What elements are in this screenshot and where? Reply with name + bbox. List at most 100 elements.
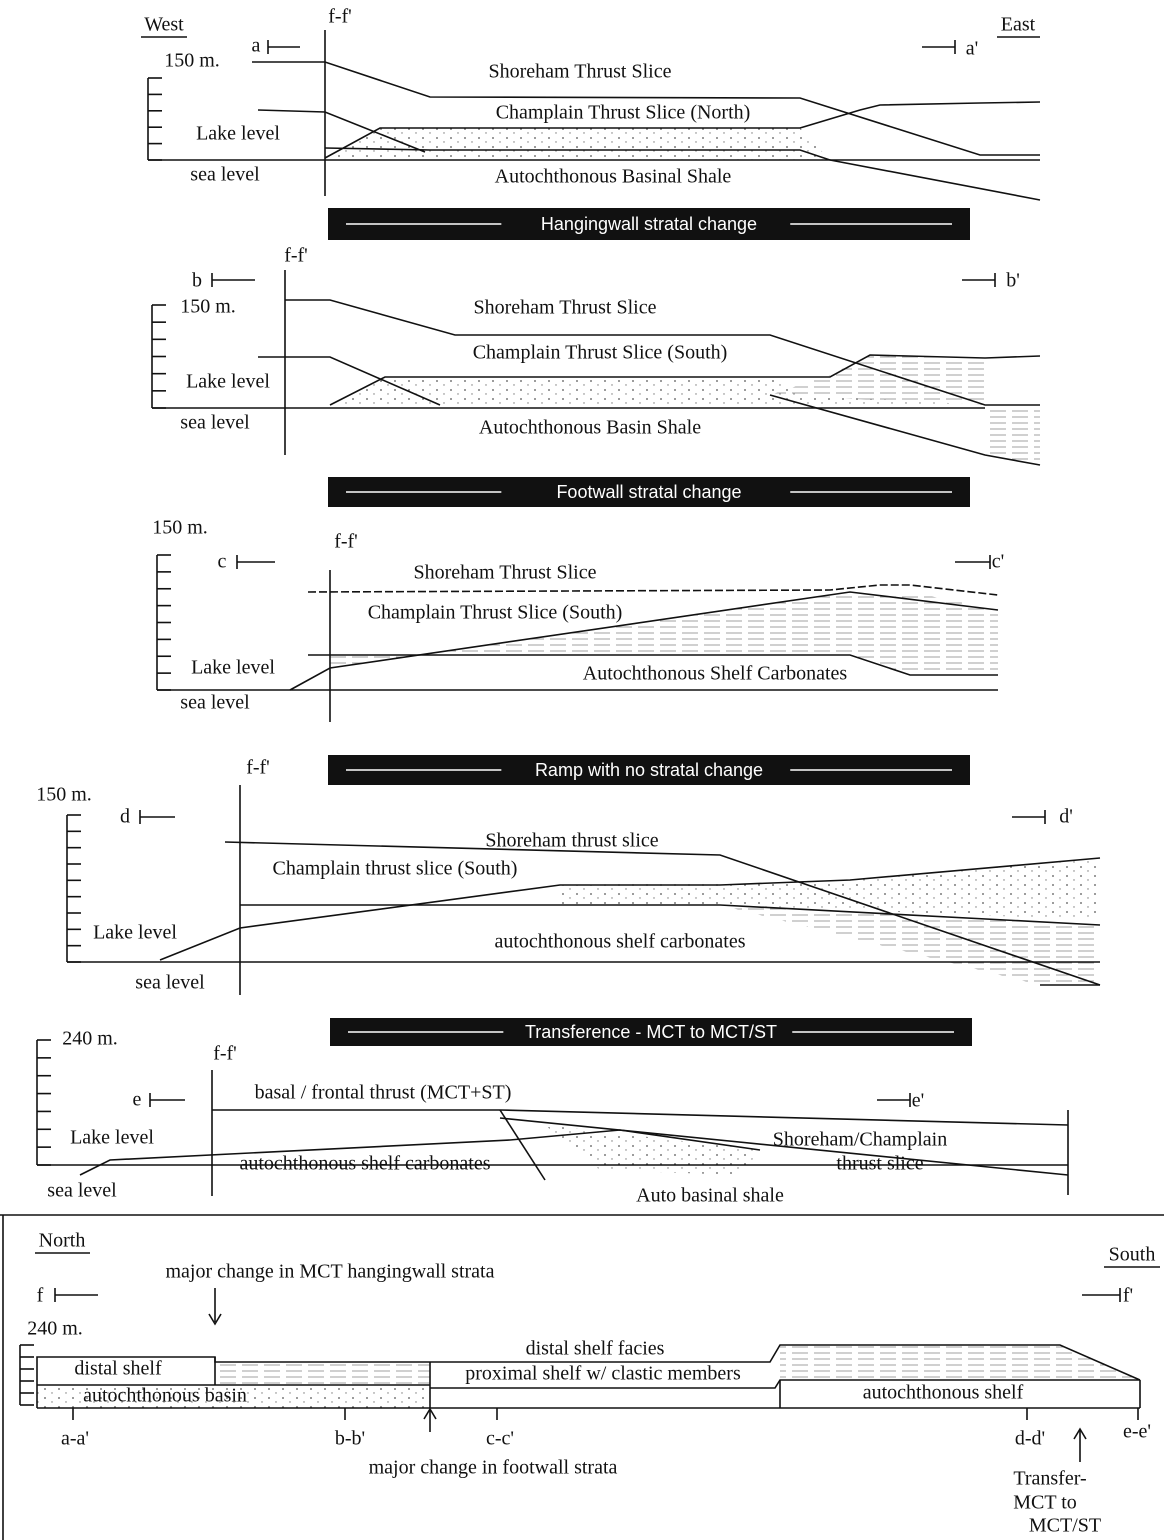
thrust bbox=[257, 109, 426, 153]
arrow-head bbox=[1073, 1427, 1087, 1440]
label: Lake level bbox=[191, 657, 275, 679]
label: Champlain Thrust Slice (South) bbox=[368, 602, 623, 624]
boundary bbox=[324, 101, 1041, 159]
direction-label: North bbox=[39, 1230, 86, 1252]
label: Lake level bbox=[186, 371, 270, 393]
label: Shoreham thrust slice bbox=[485, 830, 658, 852]
section-end: d' bbox=[1059, 806, 1073, 828]
boundary bbox=[430, 1379, 1140, 1389]
label: Lake level bbox=[93, 922, 177, 944]
fault-label: f-f' bbox=[328, 6, 352, 28]
thrust bbox=[252, 61, 1040, 156]
station-label: a-a' bbox=[61, 1428, 89, 1450]
label: autochthonous shelf carbonates bbox=[239, 1153, 490, 1175]
section-start: c bbox=[218, 551, 227, 573]
label: distal shelf facies bbox=[526, 1338, 665, 1360]
station-label: e-e' bbox=[1123, 1421, 1151, 1443]
station-label: d-d' bbox=[1015, 1428, 1045, 1450]
label: MCT to bbox=[1013, 1492, 1077, 1514]
fill bbox=[720, 905, 1100, 985]
banner-text: Transference - MCT to MCT/ST bbox=[525, 1022, 777, 1042]
label: sea level bbox=[47, 1180, 117, 1202]
thrust bbox=[499, 1109, 546, 1181]
label: thrust slice bbox=[836, 1153, 923, 1175]
boundary bbox=[289, 591, 999, 691]
label: Lake level bbox=[70, 1127, 154, 1149]
label: Autochthonous Basinal Shale bbox=[495, 166, 732, 188]
boundary bbox=[329, 354, 1041, 406]
label: autochthonous shelf carbonates bbox=[494, 931, 745, 953]
label: distal shelf bbox=[74, 1358, 162, 1380]
direction-label: West bbox=[144, 14, 184, 36]
label: Autochthonous Basin Shale bbox=[479, 417, 701, 439]
banner-text: Hangingwall stratal change bbox=[541, 214, 757, 234]
fill bbox=[215, 1362, 430, 1385]
fill bbox=[325, 128, 830, 160]
thrust bbox=[224, 841, 1101, 986]
label: sea level bbox=[135, 972, 205, 994]
boundary bbox=[308, 654, 998, 676]
fill bbox=[37, 1385, 430, 1408]
scale-label: 240 m. bbox=[27, 1318, 83, 1340]
section-start: d bbox=[120, 806, 130, 828]
label: Champlain thrust slice (South) bbox=[273, 858, 518, 880]
fill bbox=[770, 355, 985, 405]
section-end: e' bbox=[912, 1090, 924, 1112]
thrust bbox=[307, 584, 999, 596]
label: Lake level bbox=[196, 123, 280, 145]
boundary bbox=[159, 857, 1101, 961]
label: sea level bbox=[180, 692, 250, 714]
section-start: b bbox=[192, 270, 202, 292]
thrust bbox=[769, 394, 1041, 466]
label: sea level bbox=[180, 412, 250, 434]
section-start: a bbox=[252, 35, 261, 57]
label: autochthonous shelf bbox=[863, 1382, 1024, 1404]
boundary bbox=[240, 904, 1101, 926]
section-end: c' bbox=[992, 551, 1004, 573]
thrust bbox=[285, 299, 1040, 406]
fill bbox=[780, 1345, 1140, 1380]
fault-label: f-f' bbox=[213, 1043, 237, 1065]
banner-text: Footwall stratal change bbox=[556, 482, 741, 502]
banner-text: Ramp with no stratal change bbox=[535, 760, 763, 780]
label: Champlain Thrust Slice (North) bbox=[496, 102, 751, 124]
direction-label: East bbox=[1001, 14, 1036, 36]
direction-label: South bbox=[1109, 1244, 1156, 1266]
scale-label: 150 m. bbox=[152, 517, 208, 539]
label: Autochthonous Shelf Carbonates bbox=[583, 663, 848, 685]
label: Champlain Thrust Slice (South) bbox=[473, 342, 728, 364]
label: Auto basinal shale bbox=[636, 1185, 784, 1207]
label: basal / frontal thrust (MCT+ST) bbox=[255, 1082, 512, 1104]
scale-label: 150 m. bbox=[164, 50, 220, 72]
fill bbox=[985, 405, 1040, 465]
label: Shoreham/Champlain bbox=[773, 1129, 947, 1151]
label: Shoreham Thrust Slice bbox=[489, 61, 672, 83]
fill bbox=[545, 1125, 760, 1175]
label: major change in footwall strata bbox=[369, 1457, 618, 1479]
thrust bbox=[258, 356, 441, 406]
fault-label: f-f' bbox=[246, 757, 270, 779]
section-end: b' bbox=[1006, 270, 1020, 292]
arrow-head bbox=[208, 1313, 222, 1326]
station-label: b-b' bbox=[335, 1428, 365, 1450]
section-start: e bbox=[133, 1089, 142, 1111]
fill bbox=[330, 377, 985, 405]
section-start: f bbox=[37, 1285, 44, 1307]
scale-label: 150 m. bbox=[180, 296, 236, 318]
scale-label: 150 m. bbox=[36, 784, 92, 806]
scale-label: 240 m. bbox=[62, 1028, 118, 1050]
label: major change in MCT hangingwall strata bbox=[166, 1261, 495, 1283]
boundary bbox=[324, 147, 831, 161]
section-end: f' bbox=[1123, 1285, 1133, 1307]
section-end: a' bbox=[966, 38, 978, 60]
thrust bbox=[829, 159, 1041, 201]
label: Shoreham Thrust Slice bbox=[414, 562, 597, 584]
label: Transfer- bbox=[1013, 1468, 1086, 1490]
fault-label: f-f' bbox=[334, 531, 358, 553]
label: sea level bbox=[190, 164, 260, 186]
thrust bbox=[212, 1109, 1069, 1126]
label: proximal shelf w/ clastic members bbox=[465, 1363, 741, 1385]
label: autochthonous basin bbox=[83, 1385, 247, 1407]
label: Shoreham Thrust Slice bbox=[474, 297, 657, 319]
